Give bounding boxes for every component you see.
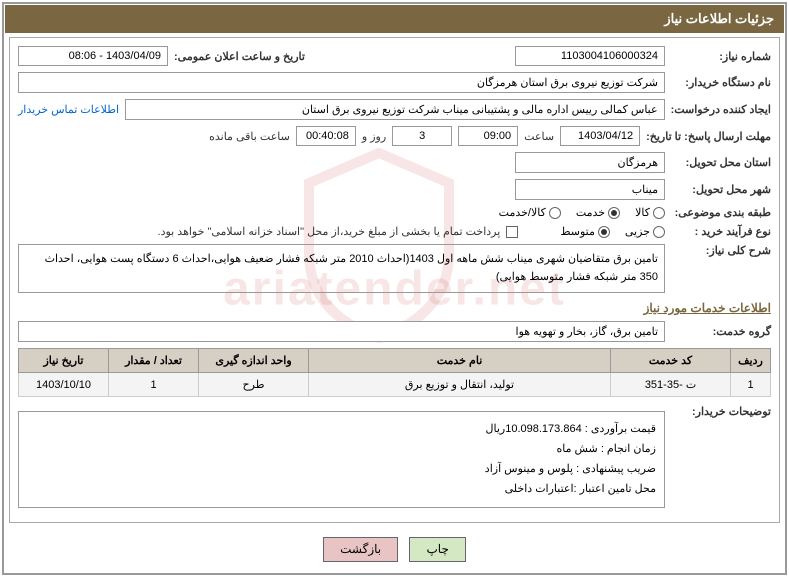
radio-service-label: خدمت — [576, 206, 605, 219]
services-section-title: اطلاعات خدمات مورد نیاز — [18, 301, 771, 315]
table-header: کد خدمت — [611, 349, 731, 373]
radio-medium[interactable]: متوسط — [560, 225, 610, 238]
announce-value: 1403/04/09 - 08:06 — [18, 46, 168, 66]
province-label: استان محل تحویل: — [671, 156, 771, 169]
radio-goods[interactable]: کالا — [635, 206, 665, 219]
category-radio-group: کالا خدمت کالا/خدمت — [499, 206, 665, 219]
radio-icon — [598, 226, 610, 238]
group-value: تامین برق، گاز، بخار و تهویه هوا — [18, 321, 665, 342]
days-value: 3 — [392, 126, 452, 146]
remaining-text: ساعت باقی مانده — [209, 130, 290, 143]
table-cell: ت -35-351 — [611, 373, 731, 397]
page-header: جزئیات اطلاعات نیاز — [5, 5, 784, 33]
payment-note: پرداخت تمام یا بخشی از مبلغ خرید،از محل … — [158, 225, 501, 238]
table-cell: تولید، انتقال و توزیع برق — [309, 373, 611, 397]
table-row: 1ت -35-351تولید، انتقال و توزیع برقطرح11… — [19, 373, 771, 397]
table-cell: 1 — [109, 373, 199, 397]
note-line: ضریب پیشنهادی : پلوس و مینوس آزاد — [27, 460, 656, 480]
province-value: هرمزگان — [515, 152, 665, 173]
page-title: جزئیات اطلاعات نیاز — [664, 11, 774, 26]
note-line: محل تامین اعتبار :اعتبارات داخلی — [27, 480, 656, 500]
table-header: ردیف — [731, 349, 771, 373]
radio-partial[interactable]: جزیی — [625, 225, 665, 238]
need-no-value: 1103004106000324 — [515, 46, 665, 66]
announce-label: تاریخ و ساعت اعلان عمومی: — [174, 50, 305, 63]
radio-goods-label: کالا — [635, 206, 650, 219]
radio-goods-service-label: کالا/خدمت — [499, 206, 546, 219]
table-header: نام خدمت — [309, 349, 611, 373]
print-button[interactable]: چاپ — [409, 537, 465, 562]
deadline-time: 09:00 — [458, 126, 518, 146]
radio-icon — [653, 226, 665, 238]
city-value: میناب — [515, 179, 665, 200]
deadline-date: 1403/04/12 — [560, 126, 640, 146]
note-line: قیمت برآوردی : 10.098.173.864ریال — [27, 420, 656, 440]
table-cell: طرح — [199, 373, 309, 397]
note-line: زمان انجام : شش ماه — [27, 440, 656, 460]
contact-link[interactable]: اطلاعات تماس خریدار — [18, 103, 119, 116]
process-radio-group: جزیی متوسط — [560, 225, 665, 238]
radio-icon — [608, 207, 620, 219]
payment-checkbox[interactable] — [506, 226, 518, 238]
category-label: طبقه بندی موضوعی: — [671, 206, 771, 219]
buyer-label: نام دستگاه خریدار: — [671, 76, 771, 89]
notes-label: توضیحات خریدار: — [671, 405, 771, 418]
desc-value: تامین برق متقاضیان شهری میناب شش ماهه او… — [18, 244, 665, 293]
deadline-label: مهلت ارسال پاسخ: تا تاریخ: — [646, 130, 771, 143]
radio-partial-label: جزیی — [625, 225, 650, 238]
back-button[interactable]: بازگشت — [323, 537, 398, 562]
days-text: روز و — [362, 130, 386, 143]
table-header: واحد اندازه گیری — [199, 349, 309, 373]
radio-goods-service[interactable]: کالا/خدمت — [499, 206, 561, 219]
radio-service[interactable]: خدمت — [576, 206, 620, 219]
radio-icon — [653, 207, 665, 219]
requester-label: ایجاد کننده درخواست: — [671, 103, 771, 116]
table-cell: 1403/10/10 — [19, 373, 109, 397]
requester-value: عباس کمالی رییس اداره مالی و پشتیبانی می… — [125, 99, 665, 120]
time-label: ساعت — [524, 130, 554, 143]
need-no-label: شماره نیاز: — [671, 50, 771, 63]
desc-label: شرح کلی نیاز: — [671, 244, 771, 257]
countdown: 00:40:08 — [296, 126, 356, 146]
group-label: گروه خدمت: — [671, 325, 771, 338]
table-cell: 1 — [731, 373, 771, 397]
radio-icon — [549, 207, 561, 219]
table-header: تاریخ نیاز — [19, 349, 109, 373]
services-table: ردیفکد خدمتنام خدمتواحد اندازه گیریتعداد… — [18, 348, 771, 397]
buyer-notes: قیمت برآوردی : 10.098.173.864ریالزمان ان… — [18, 411, 665, 508]
buyer-value: شرکت توزیع نیروی برق استان هرمزگان — [18, 72, 665, 93]
table-header: تعداد / مقدار — [109, 349, 199, 373]
city-label: شهر محل تحویل: — [671, 183, 771, 196]
radio-medium-label: متوسط — [560, 225, 595, 238]
process-label: نوع فرآیند خرید : — [671, 225, 771, 238]
